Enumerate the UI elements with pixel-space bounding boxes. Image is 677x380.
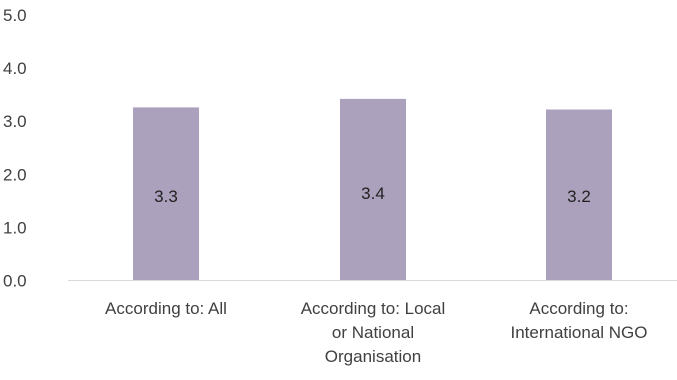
category-labels-group: According to: All According to: Local or N… [105, 299, 647, 366]
bar [340, 98, 406, 281]
y-tick-label: 0.0 [3, 272, 27, 291]
y-tick-label: 2.0 [3, 165, 27, 184]
y-axis-ticks: 0.0 1.0 2.0 3.0 4.0 5.0 [3, 6, 27, 291]
y-tick-label: 5.0 [3, 6, 27, 25]
y-tick-label: 3.0 [3, 112, 27, 131]
data-label: 3.2 [567, 187, 591, 206]
y-tick-label: 1.0 [3, 218, 27, 237]
data-label: 3.3 [154, 187, 178, 206]
x-category-label: According to: [529, 299, 628, 318]
bar [546, 109, 612, 281]
data-labels-group: 3.3 3.4 3.2 [154, 184, 591, 206]
x-category-label: or National [332, 323, 414, 342]
x-category-label: International NGO [510, 323, 647, 342]
bar [133, 107, 199, 281]
data-label: 3.4 [361, 184, 385, 203]
x-category-label: Organisation [325, 347, 421, 366]
x-category-label: According to: All [105, 299, 227, 318]
x-category-label: According to: Local [301, 299, 446, 318]
bars-group [133, 98, 612, 281]
y-tick-label: 4.0 [3, 59, 27, 78]
